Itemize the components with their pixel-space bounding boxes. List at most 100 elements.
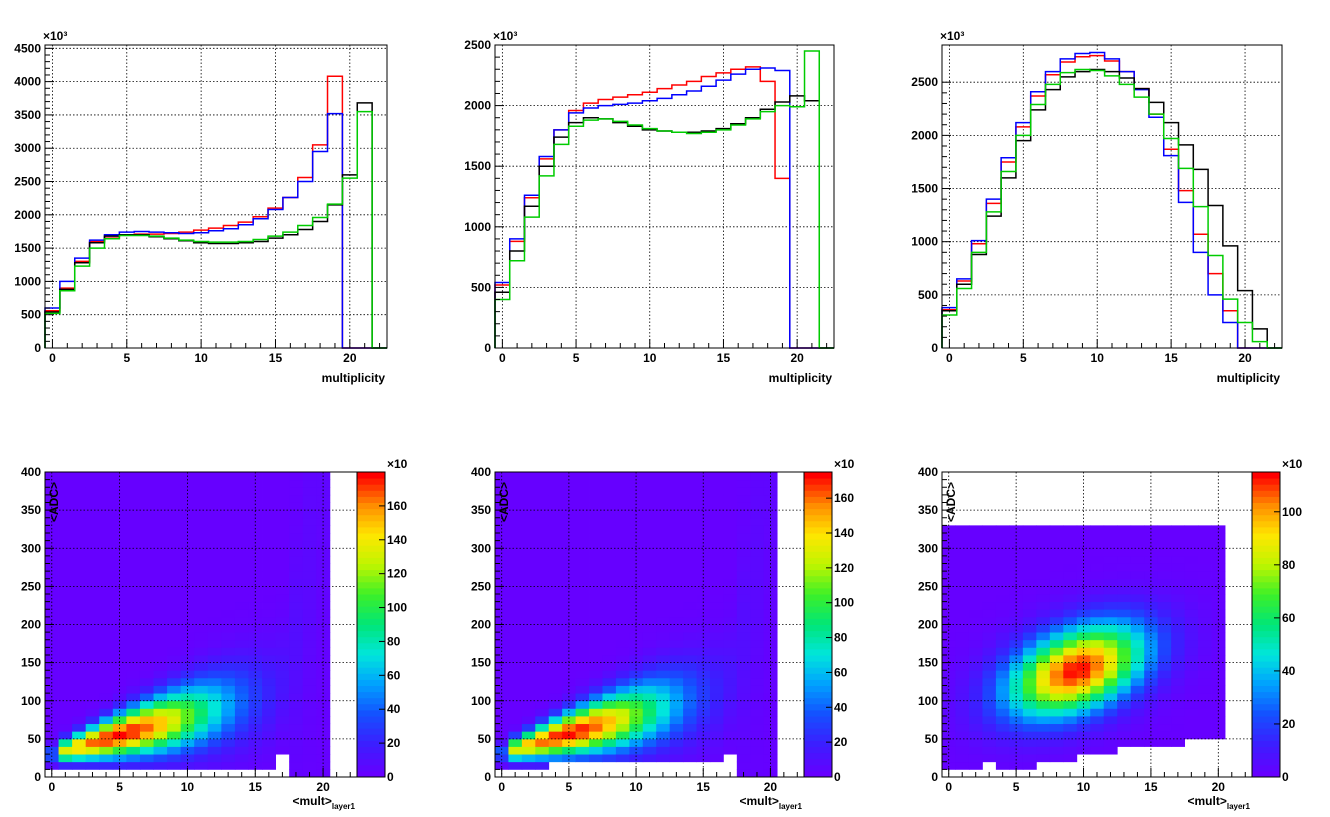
heatmap-cell	[602, 647, 617, 656]
heatmap-cell	[153, 540, 168, 549]
heatmap-cell	[1022, 677, 1037, 686]
heatmap-cell	[508, 738, 523, 747]
heatmap-cell	[316, 571, 331, 580]
heatmap-cell	[153, 548, 168, 557]
heatmap-cell	[139, 548, 154, 557]
heatmap-cell	[602, 693, 617, 702]
heatmap-cell	[548, 563, 563, 572]
heatmap-cell	[180, 540, 195, 549]
color-scale-step	[1252, 697, 1280, 705]
heatmap-cell	[234, 472, 249, 481]
heatmap-cell	[72, 555, 87, 564]
heatmap-cell	[982, 548, 997, 557]
heatmap-cell	[535, 693, 550, 702]
heatmap-cell	[1198, 632, 1212, 641]
heatmap-cell	[45, 662, 59, 671]
heatmap-cell	[85, 487, 100, 496]
heatmap-cell	[221, 609, 236, 618]
heatmap-cell	[763, 578, 778, 587]
heatmap-cell	[1144, 708, 1159, 717]
heatmap-cell	[508, 517, 523, 526]
heatmap-cell	[955, 624, 970, 633]
heatmap-cell	[683, 685, 697, 694]
heatmap-cell	[683, 723, 697, 732]
heatmap-cell	[1009, 624, 1024, 633]
heatmap-cell	[262, 624, 277, 633]
heatmap-cell	[85, 540, 100, 549]
heatmap-cell	[139, 723, 154, 732]
heatmap-cell	[45, 746, 59, 755]
histogram-series-1	[941, 51, 1282, 349]
heatmap-cell	[589, 494, 603, 503]
heatmap-cell	[602, 510, 617, 519]
heatmap-cell	[248, 548, 263, 557]
color-scale-step	[804, 728, 832, 735]
heatmap-cell	[167, 487, 182, 496]
heatmap-cell	[248, 662, 263, 671]
heatmap-cell	[736, 731, 751, 740]
heatmap-cell	[72, 487, 87, 496]
heatmap-cell	[602, 616, 617, 625]
heatmap-cell	[316, 754, 331, 763]
heatmap-cell	[58, 571, 73, 580]
heatmap-cell	[602, 639, 617, 648]
heatmap-cell	[656, 601, 671, 610]
color-scale-step	[357, 514, 385, 522]
heatmap-cell	[723, 555, 738, 564]
heatmap-cell	[589, 708, 603, 717]
heatmap-cell	[99, 502, 114, 511]
heatmap-cell	[656, 540, 671, 549]
heatmap-cell	[995, 670, 1010, 679]
heatmap-cell	[723, 639, 738, 648]
heatmap-cell	[548, 586, 563, 595]
heatmap-cell	[750, 624, 765, 633]
heatmap-cell	[58, 609, 73, 618]
heatmap-cell	[750, 510, 765, 519]
heatmap-cell	[709, 738, 724, 747]
heatmap-cell	[1157, 738, 1172, 747]
y-tick-label: 300	[21, 541, 41, 555]
heatmap-cell	[1090, 647, 1105, 656]
color-scale-step	[357, 508, 385, 516]
heatmap-cell	[126, 693, 141, 702]
heatmap-cell	[508, 670, 523, 679]
heatmap-cell	[669, 479, 684, 488]
heatmap-cell	[45, 533, 59, 542]
heatmap-cell	[562, 502, 577, 511]
color-scale-step	[357, 551, 385, 558]
heatmap-cell	[126, 685, 141, 694]
heatmap-cell	[1184, 609, 1199, 618]
heatmap-cell	[126, 655, 141, 664]
heatmap-cell	[562, 754, 577, 763]
heatmap-cell	[85, 472, 100, 481]
heatmap-cell	[275, 639, 290, 648]
heatmap-cell	[1009, 754, 1024, 763]
heatmap-cell	[615, 548, 630, 557]
heatmap-cell	[316, 632, 331, 641]
x-tick-label: 0	[48, 780, 55, 794]
heatmap-cell	[1157, 662, 1172, 671]
heatmap-cell	[1157, 540, 1172, 549]
heatmap-cell	[112, 586, 127, 595]
heatmap-cell	[1130, 655, 1145, 664]
heatmap-cell	[995, 578, 1010, 587]
heatmap-cell	[750, 494, 765, 503]
heatmap-cell	[58, 723, 73, 732]
heatmap-cell	[1036, 578, 1051, 587]
heatmap-cell	[736, 533, 751, 542]
heatmap-cell	[126, 647, 141, 656]
heatmap-cell	[995, 571, 1010, 580]
heatmap-cell	[207, 708, 222, 717]
heatmap-cell	[723, 540, 738, 549]
heatmap-cell	[1117, 563, 1132, 572]
color-scale-step	[804, 581, 832, 589]
heatmap-cell	[1157, 670, 1172, 679]
heatmap-cell	[508, 586, 523, 595]
color-scale-step	[804, 630, 832, 638]
y-tick-label: 250	[21, 579, 41, 593]
heatmap-cell	[982, 632, 997, 641]
heatmap-cell	[221, 517, 236, 526]
heatmap-cell	[99, 677, 114, 686]
y-tick-label: 50	[925, 732, 939, 746]
heatmap-cell	[602, 479, 617, 488]
